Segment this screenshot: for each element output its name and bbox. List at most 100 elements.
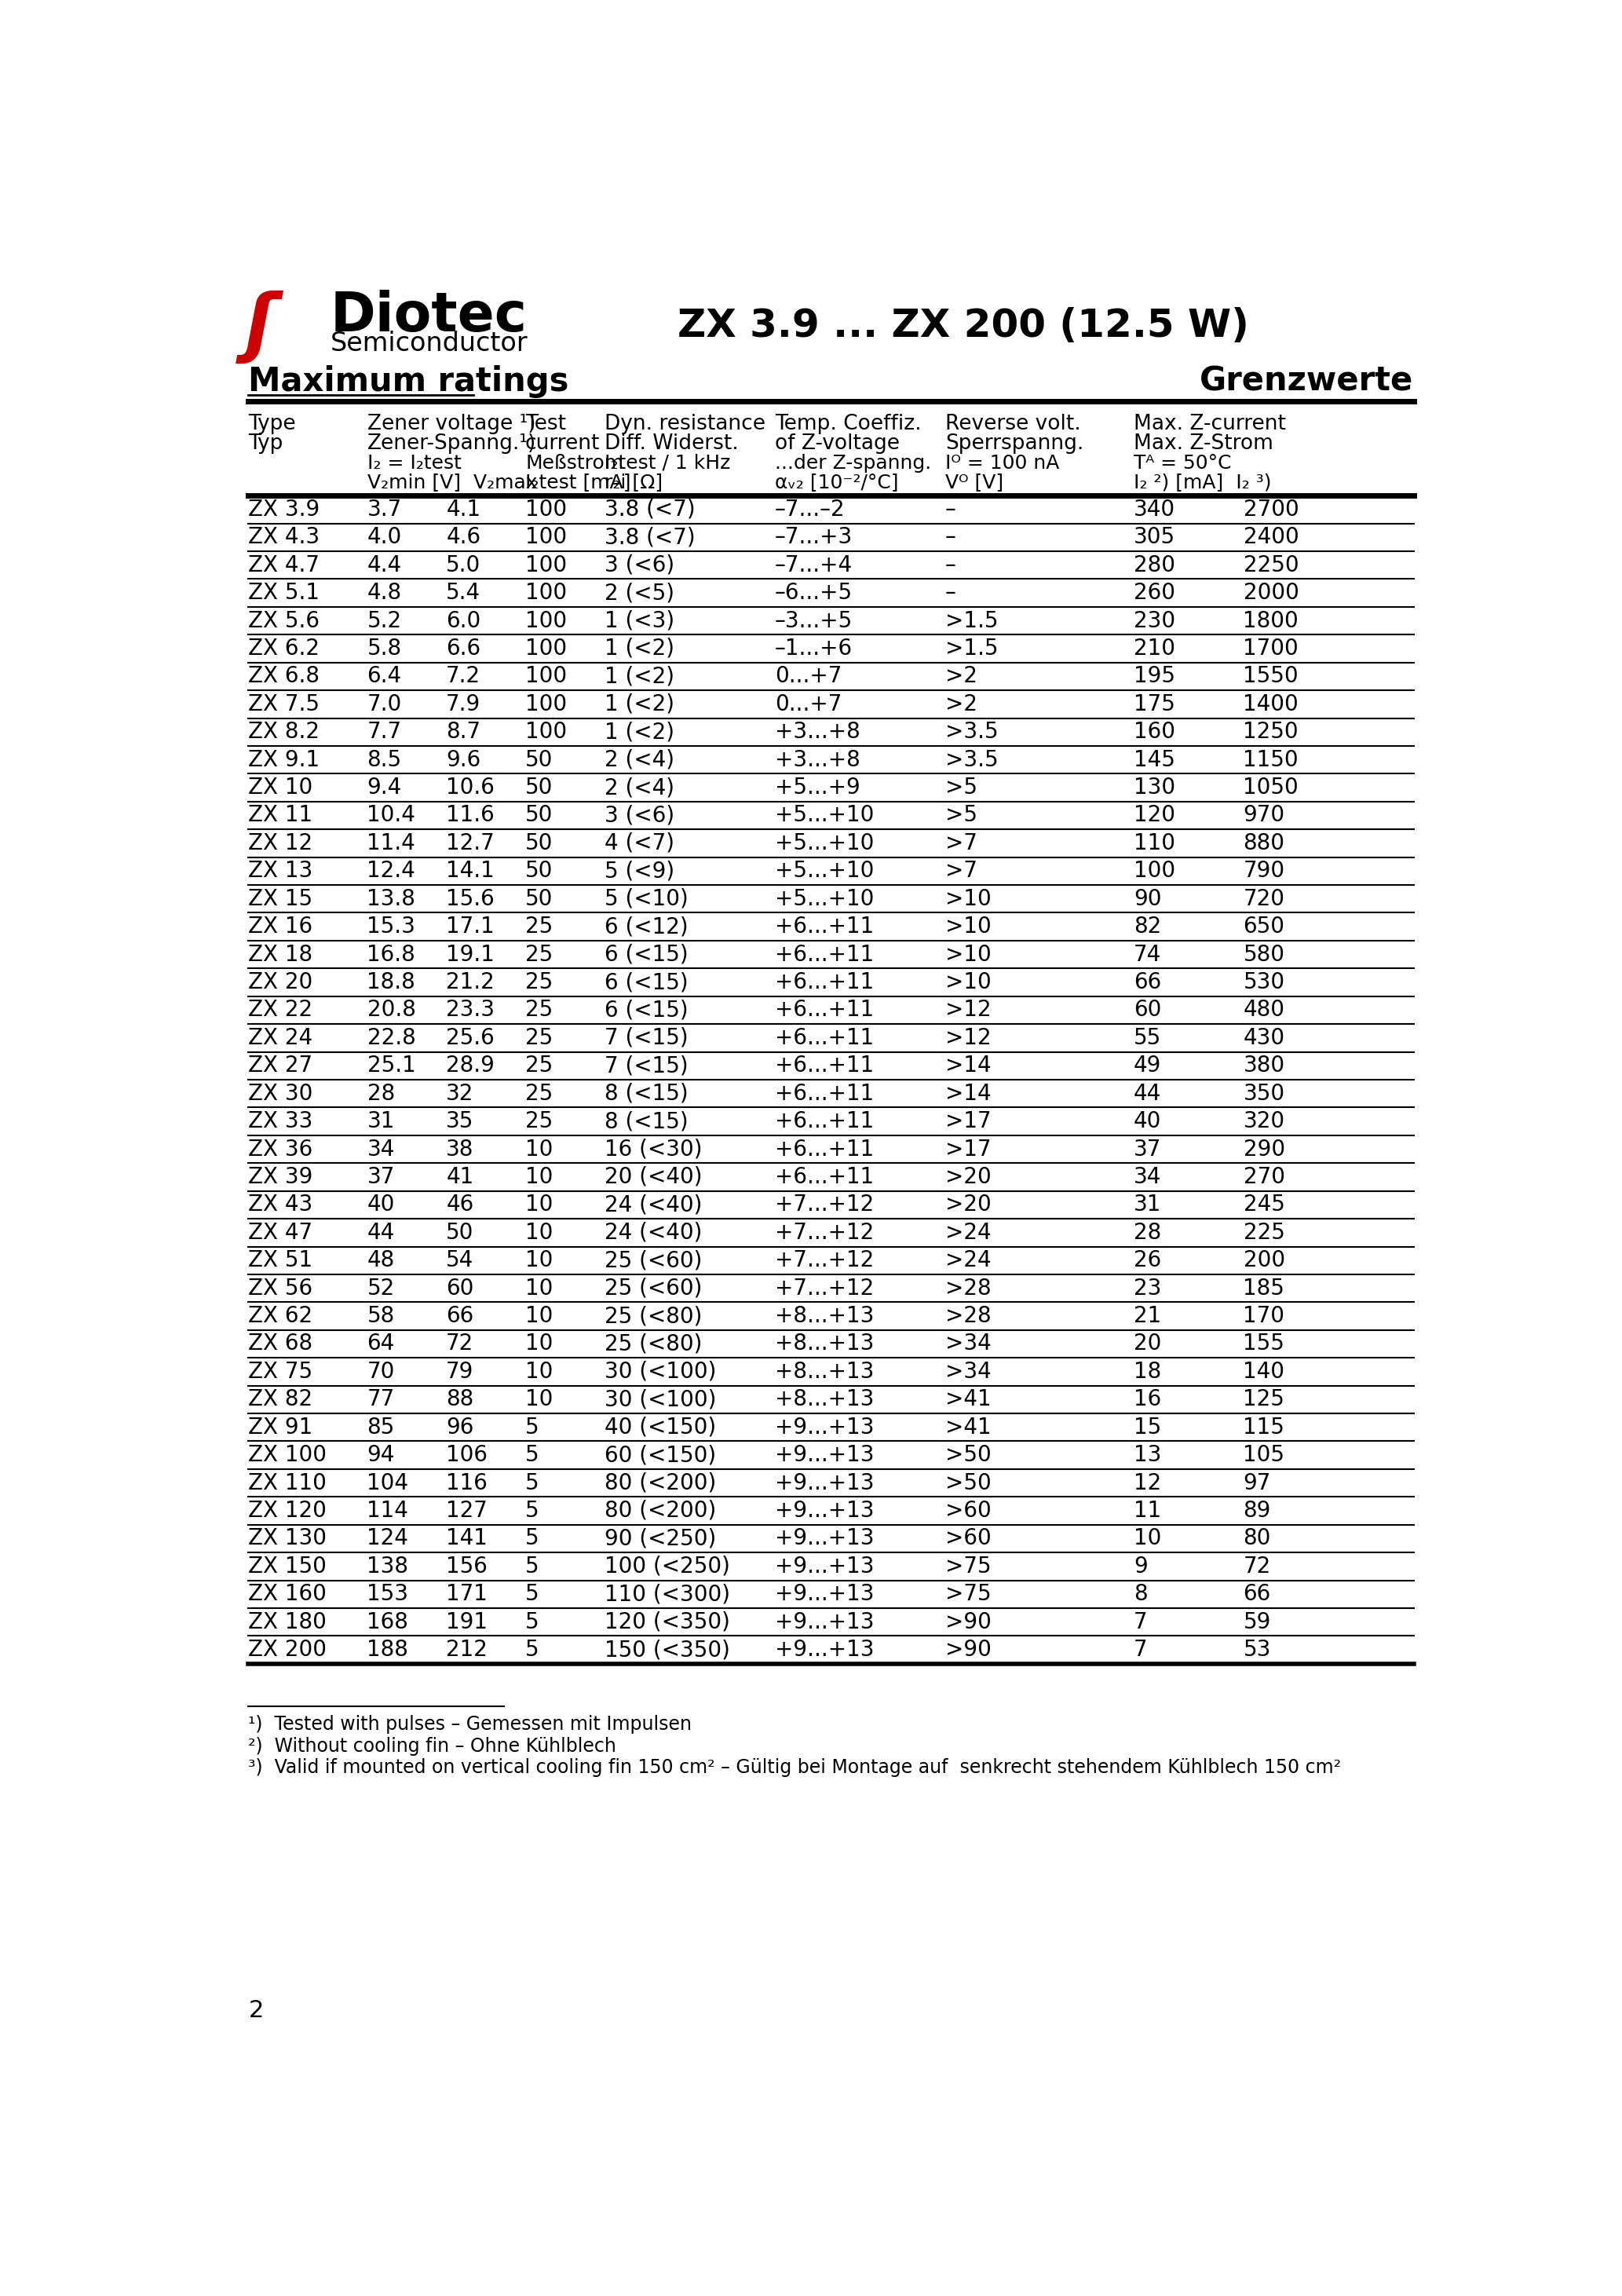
Text: –7...–2: –7...–2	[775, 498, 845, 521]
Text: 305: 305	[1134, 526, 1176, 549]
Text: 1 (<2): 1 (<2)	[605, 638, 675, 659]
Text: 34: 34	[1134, 1166, 1161, 1187]
Text: 100: 100	[526, 581, 568, 604]
Text: r₂i [Ω]: r₂i [Ω]	[605, 473, 662, 491]
Text: +6...+11: +6...+11	[775, 1084, 874, 1104]
Text: >17: >17	[946, 1139, 991, 1159]
Text: ³)  Valid if mounted on vertical cooling fin 150 cm² – Gültig bei Montage auf  s: ³) Valid if mounted on vertical cooling …	[248, 1759, 1341, 1777]
Text: 74: 74	[1134, 944, 1161, 967]
Text: 4 (<7): 4 (<7)	[605, 831, 675, 854]
Text: 28: 28	[367, 1084, 394, 1104]
Text: 25.6: 25.6	[446, 1026, 495, 1049]
Text: αᵥ₂ [10⁻²/°C]: αᵥ₂ [10⁻²/°C]	[775, 473, 899, 491]
Text: 19.1: 19.1	[446, 944, 495, 967]
Text: ZX 150: ZX 150	[248, 1554, 326, 1577]
Text: Type: Type	[248, 413, 295, 434]
Text: 6.6: 6.6	[446, 638, 480, 659]
Text: ZX 200: ZX 200	[248, 1639, 328, 1660]
Text: 280: 280	[1134, 553, 1176, 576]
Text: 100: 100	[526, 526, 568, 549]
Text: 380: 380	[1242, 1054, 1285, 1077]
Text: 650: 650	[1242, 916, 1285, 937]
Text: +5...+10: +5...+10	[775, 889, 874, 909]
Text: 120: 120	[1134, 804, 1176, 827]
Text: +5...+10: +5...+10	[775, 831, 874, 854]
Text: 80 (<200): 80 (<200)	[605, 1499, 715, 1522]
Text: –: –	[946, 581, 955, 604]
Text: +6...+11: +6...+11	[775, 944, 874, 967]
Text: Typ: Typ	[248, 434, 284, 455]
Text: 25: 25	[526, 1054, 553, 1077]
Text: 16 (<30): 16 (<30)	[605, 1139, 702, 1159]
Text: 5: 5	[526, 1554, 539, 1577]
Text: ʃ: ʃ	[245, 289, 276, 363]
Text: 7.2: 7.2	[446, 666, 480, 687]
Text: >1.5: >1.5	[946, 638, 998, 659]
Text: 77: 77	[367, 1389, 394, 1410]
Text: +5...+10: +5...+10	[775, 861, 874, 882]
Text: 50: 50	[446, 1221, 474, 1244]
Text: 31: 31	[1134, 1194, 1161, 1217]
Text: 8 (<15): 8 (<15)	[605, 1084, 688, 1104]
Text: 105: 105	[1242, 1444, 1285, 1467]
Text: 50: 50	[526, 776, 553, 799]
Text: +5...+10: +5...+10	[775, 804, 874, 827]
Text: >2: >2	[946, 666, 976, 687]
Text: 80 (<200): 80 (<200)	[605, 1472, 715, 1495]
Text: ZX 4.7: ZX 4.7	[248, 553, 320, 576]
Text: 790: 790	[1242, 861, 1285, 882]
Text: 100: 100	[526, 498, 568, 521]
Text: 110: 110	[1134, 831, 1176, 854]
Text: 66: 66	[1242, 1584, 1272, 1605]
Text: 8.7: 8.7	[446, 721, 480, 744]
Text: 25: 25	[526, 944, 553, 967]
Text: >28: >28	[946, 1304, 991, 1327]
Text: Grenzwerte: Grenzwerte	[1200, 365, 1413, 397]
Text: >12: >12	[946, 1026, 991, 1049]
Text: 245: 245	[1242, 1194, 1285, 1217]
Text: +9...+13: +9...+13	[775, 1444, 874, 1467]
Text: ZX 22: ZX 22	[248, 999, 313, 1022]
Text: 35: 35	[446, 1111, 474, 1132]
Text: 11.4: 11.4	[367, 831, 415, 854]
Text: 4.0: 4.0	[367, 526, 402, 549]
Text: 110 (<300): 110 (<300)	[605, 1584, 730, 1605]
Text: 175: 175	[1134, 693, 1176, 714]
Text: 12: 12	[1134, 1472, 1161, 1495]
Text: >34: >34	[946, 1334, 991, 1355]
Text: 10: 10	[526, 1194, 553, 1217]
Text: 6 (<15): 6 (<15)	[605, 944, 688, 967]
Text: 104: 104	[367, 1472, 409, 1495]
Text: Diotec: Diotec	[331, 289, 527, 342]
Text: 25 (<80): 25 (<80)	[605, 1304, 702, 1327]
Text: ZX 15: ZX 15	[248, 889, 313, 909]
Text: 10: 10	[1134, 1527, 1161, 1550]
Text: ZX 180: ZX 180	[248, 1612, 326, 1632]
Text: 20.8: 20.8	[367, 999, 415, 1022]
Text: 1 (<3): 1 (<3)	[605, 611, 675, 631]
Text: 2 (<4): 2 (<4)	[605, 776, 675, 799]
Text: >12: >12	[946, 999, 991, 1022]
Text: 168: 168	[367, 1612, 409, 1632]
Text: ZX 12: ZX 12	[248, 831, 313, 854]
Text: 49: 49	[1134, 1054, 1161, 1077]
Text: 3.7: 3.7	[367, 498, 402, 521]
Text: 225: 225	[1242, 1221, 1285, 1244]
Text: 8.5: 8.5	[367, 748, 402, 771]
Text: 32: 32	[446, 1084, 474, 1104]
Text: +9...+13: +9...+13	[775, 1417, 874, 1437]
Text: 50: 50	[526, 861, 553, 882]
Text: ZX 10: ZX 10	[248, 776, 313, 799]
Text: 100: 100	[526, 553, 568, 576]
Text: I₂ = I₂test: I₂ = I₂test	[367, 455, 461, 473]
Text: 10: 10	[526, 1277, 553, 1300]
Text: 1 (<2): 1 (<2)	[605, 721, 675, 744]
Text: 28.9: 28.9	[446, 1054, 495, 1077]
Text: 52: 52	[367, 1277, 394, 1300]
Text: 260: 260	[1134, 581, 1176, 604]
Text: 21.2: 21.2	[446, 971, 495, 994]
Text: 97: 97	[1242, 1472, 1272, 1495]
Text: ZX 20: ZX 20	[248, 971, 313, 994]
Text: 127: 127	[446, 1499, 488, 1522]
Text: 100 (<250): 100 (<250)	[605, 1554, 730, 1577]
